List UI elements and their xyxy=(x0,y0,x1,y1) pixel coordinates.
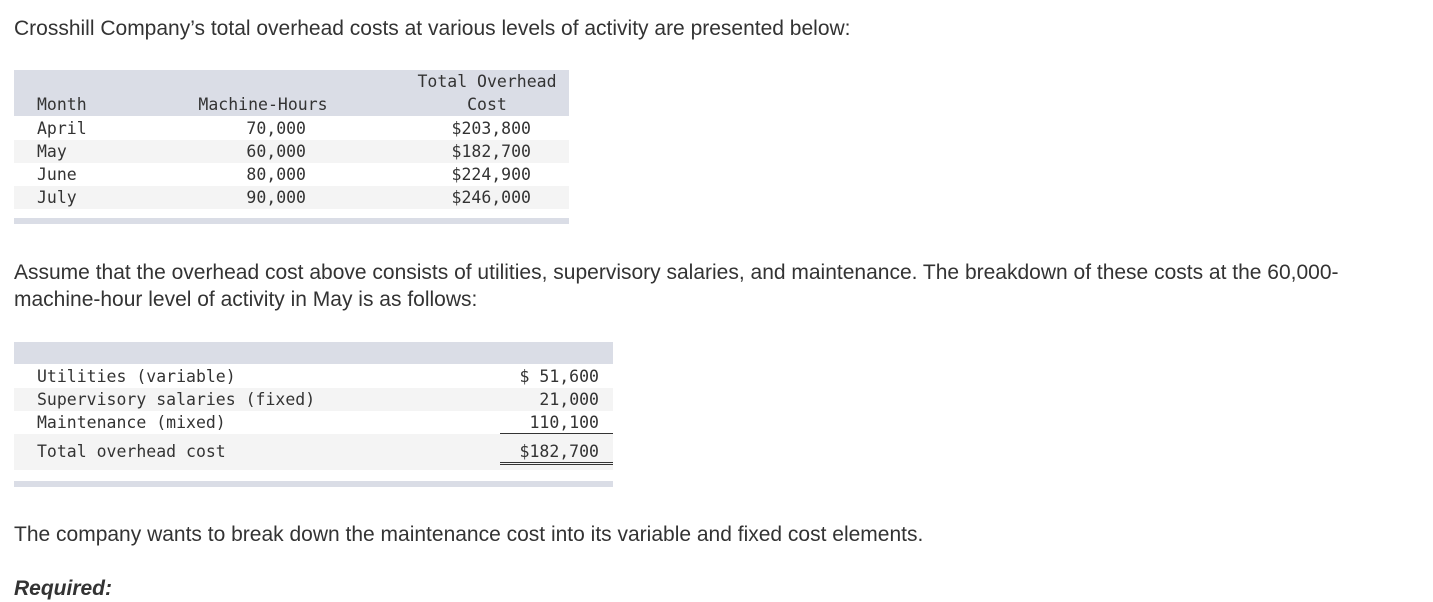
cell: Utilities (variable) xyxy=(37,367,236,386)
row-band xyxy=(500,433,613,434)
cell: $246,000 xyxy=(451,188,531,207)
row-band xyxy=(14,186,569,209)
cell: $182,700 xyxy=(519,442,599,461)
intro: Crosshill Company’s total overhead costs… xyxy=(14,17,851,40)
cell: 90,000 xyxy=(246,188,306,207)
header-band xyxy=(14,70,569,116)
cell: $182,700 xyxy=(451,142,531,161)
paragraph: Assume that the overhead cost above cons… xyxy=(14,261,1339,311)
paragraph: The company wants to break down the main… xyxy=(14,523,924,546)
cell: Total overhead cost xyxy=(37,442,226,461)
cell: 110,100 xyxy=(529,413,599,432)
header: Month xyxy=(37,95,87,114)
row-band xyxy=(500,462,613,465)
footer-band xyxy=(14,481,613,487)
cell: July xyxy=(37,188,77,207)
cell: Supervisory salaries (fixed) xyxy=(37,390,316,409)
cell: 21,000 xyxy=(539,390,599,409)
cell: April xyxy=(37,119,87,138)
cell: $224,900 xyxy=(451,165,531,184)
header: Machine-Hours xyxy=(198,95,328,114)
cell: 80,000 xyxy=(246,165,306,184)
page: Crosshill Company’s total overhead costs… xyxy=(14,17,1339,600)
footer-band xyxy=(14,218,569,224)
header-band xyxy=(14,342,613,364)
cell: 60,000 xyxy=(246,142,306,161)
cell: Maintenance (mixed) xyxy=(37,413,226,432)
header: Total Overhead Cost xyxy=(417,72,557,114)
table1: Month Machine-Hours Total Overhead Cost … xyxy=(14,70,569,224)
row-band xyxy=(14,388,613,411)
cell: June xyxy=(37,165,77,184)
cell: 70,000 xyxy=(246,119,306,138)
row-band xyxy=(14,140,569,163)
cell: $203,800 xyxy=(451,119,531,138)
cell: $ 51,600 xyxy=(519,367,599,386)
cell: May xyxy=(37,142,67,161)
table2: Utilities (variable) $ 51,600 Supervisory … xyxy=(14,342,613,487)
